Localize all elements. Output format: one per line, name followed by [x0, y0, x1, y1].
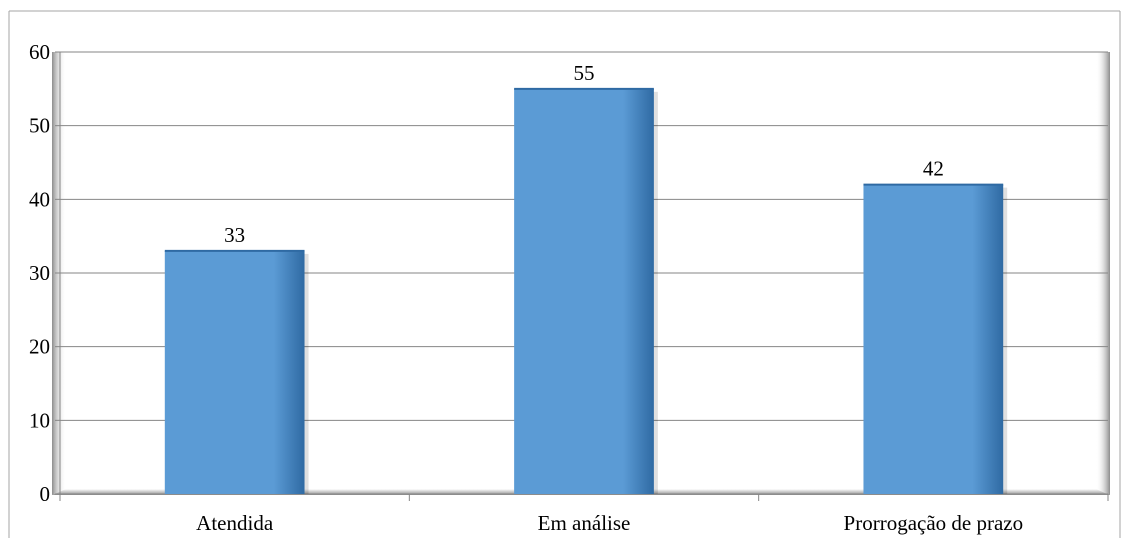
bars: [164, 87, 1008, 494]
y-tick-label: 30: [29, 261, 50, 285]
y-tick-label: 50: [29, 114, 50, 138]
y-tick-label: 0: [40, 482, 51, 506]
labels: 0 10 20 30 40 50 60 33 Atendida 55 Em análise 42 Pro…: [29, 40, 1023, 535]
bar: [863, 184, 1004, 494]
y-tick-label: 20: [29, 335, 50, 359]
data-label: 42: [923, 157, 944, 181]
x-tick-label: Em análise: [538, 511, 631, 535]
x-tick-label: Prorrogação de prazo: [844, 511, 1024, 535]
x-tick-label: Atendida: [196, 511, 274, 535]
y-tick-label: 60: [29, 40, 50, 64]
bar: [514, 88, 654, 494]
data-label: 33: [224, 223, 245, 247]
y-tick-label: 10: [29, 408, 50, 432]
bar: [164, 250, 305, 494]
data-label: 55: [574, 61, 595, 85]
y-tick-label: 40: [29, 187, 50, 211]
